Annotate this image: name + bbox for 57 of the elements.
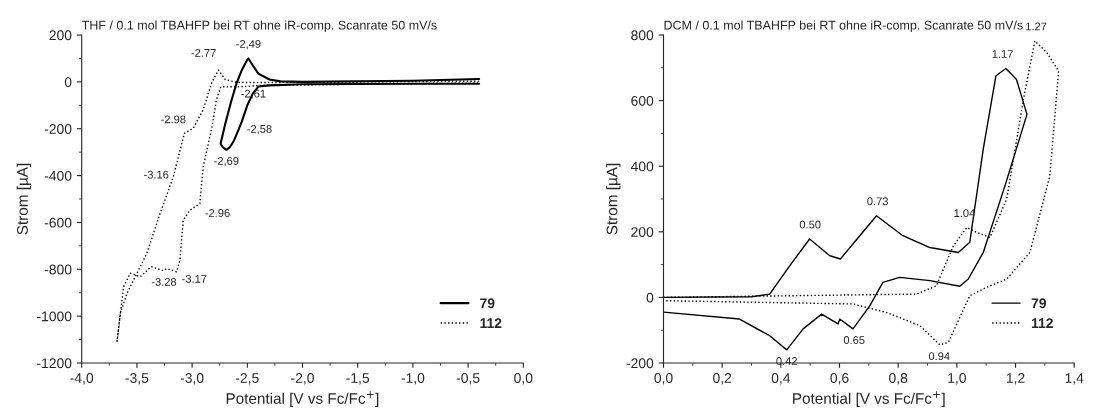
legend-label: 79 [1031,298,1047,309]
y-axis-title: Strom [µA] [16,163,31,235]
y-tick-label: -400 [44,170,72,181]
x-tick-label: 0,2 [713,373,732,385]
legend-label: 112 [1031,318,1053,328]
x-tick-label: 1,2 [1006,373,1025,385]
annotation: 1.17 [992,50,1013,58]
x-tick-label: 1,0 [948,373,966,385]
annotation: -2.96 [205,209,230,217]
legend-label: 79 [480,298,495,309]
annotation: -2,49 [236,40,261,50]
y-tick-label: -600 [44,217,72,228]
x-axis-title: Potential [V vs Fc/Fc$^{+}$] [793,391,945,407]
y-tick-label: -800 [44,264,72,275]
annotation: 0.94 [928,352,950,361]
annotation: -3.28 [151,277,177,286]
x-tick-label: -2,0 [291,373,314,385]
x-axis-title: Potential [V vs Fc/Fc$^{+}$] [226,391,379,407]
y-axis-title: Strom [µA] [606,163,621,235]
y-tick-label: -1000 [37,311,72,322]
x-tick-label: 0,6 [830,373,849,385]
x-tick-label: 0,0 [654,373,673,385]
y-tick-label: 200 [631,227,654,237]
legend-label: 112 [480,318,502,328]
y-tick-label: 800 [631,30,654,41]
annotation: 0.42 [776,357,797,365]
x-tick-label: 0,4 [771,373,791,385]
x-tick-label: -3,5 [125,373,149,385]
x-tick-label: -4,0 [70,373,94,385]
y-tick-label: 400 [630,161,654,172]
annotation: 0.65 [843,336,865,344]
chart-title: THF / 0.1 mol TBAHFP bei RT ohne iR-comp. Scanrate 50 mV/s [81,20,437,33]
y-tick-label: 0 [64,77,72,88]
x-tick-label: 0,0 [514,373,533,385]
y-tick-label: -200 [626,358,654,369]
chart-title: DCM / 0.1 mol TBAHFP bei RT ohne iR-comp. Scanrate 50 mV/s [664,20,1023,33]
annotation: 0.73 [867,197,888,206]
y-tick-label: 200 [49,30,72,41]
annotation: -3.16 [144,170,169,179]
x-tick-label: -3,0 [180,373,204,385]
x-tick-label: -2,5 [235,373,259,385]
y-tick-label: 0 [646,292,654,303]
x-tick-label: -1,0 [401,373,425,385]
y-tick-label: 600 [631,95,654,106]
annotation: 0.50 [799,220,821,229]
x-tick-label: 0,8 [889,373,908,385]
annotation: -2.98 [161,115,186,124]
x-tick-label: -0,5 [456,373,480,385]
annotation: -2,58 [247,125,272,135]
y-tick-label: -200 [44,124,72,134]
annotation: 1.27 [1026,22,1047,31]
x-tick-label: 1,4 [1065,373,1084,385]
annotation: -3.17 [182,274,207,283]
annotation: -2.77 [191,48,216,57]
annotation: -2,69 [214,157,239,167]
y-tick-label: -1200 [37,358,72,369]
x-tick-label: -1,5 [346,373,370,385]
